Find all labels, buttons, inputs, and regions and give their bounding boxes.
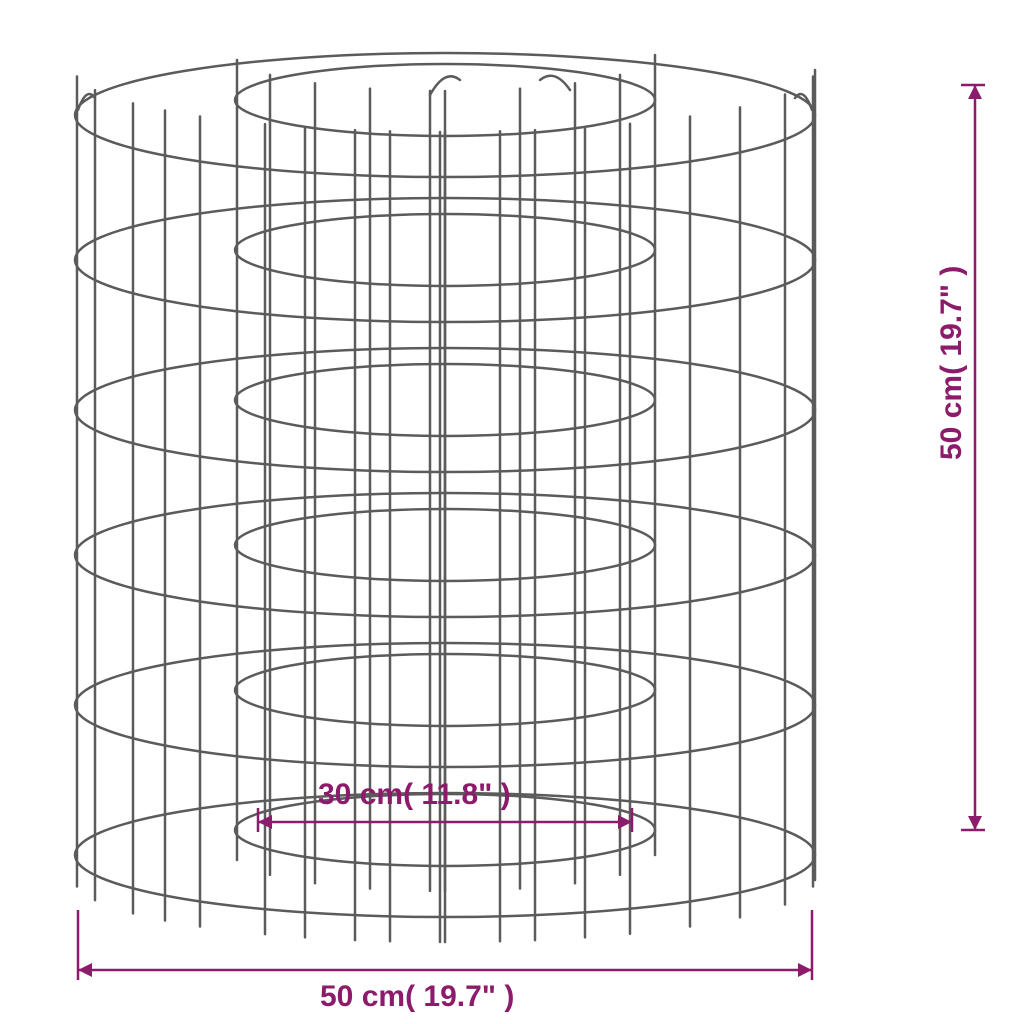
wire-basket-svg: [0, 0, 1024, 1024]
dimension-label-inner-width: 30 cm( 11.8" ): [318, 778, 511, 812]
dimension-label-height: 50 cm( 19.7" ): [935, 266, 969, 460]
dimension-label-outer-width: 50 cm( 19.7" ): [320, 980, 514, 1014]
diagram-stage: 30 cm( 11.8" ) 50 cm( 19.7" ) 50 cm( 19.…: [0, 0, 1024, 1024]
